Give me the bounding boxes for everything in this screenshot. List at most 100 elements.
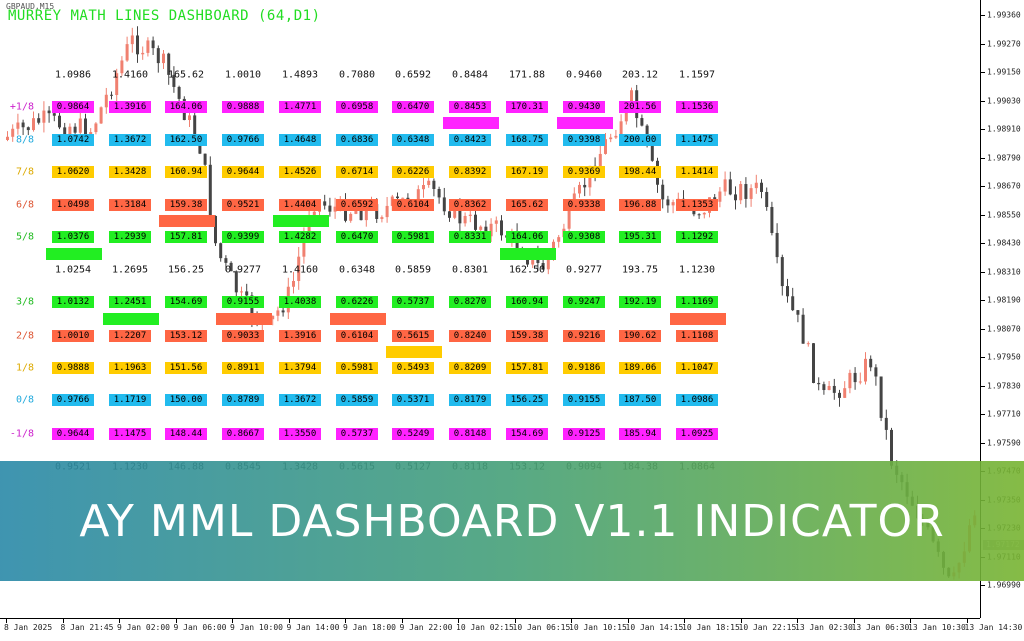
candle-body <box>630 90 633 104</box>
level-cell: 0.9033 <box>222 330 264 342</box>
level-cell: 0.8179 <box>449 394 491 406</box>
level-cell: 0.6104 <box>392 199 434 211</box>
level-cell: 160.94 <box>506 296 548 308</box>
level-cell: 170.31 <box>506 101 548 113</box>
price-label: 1.98430 <box>987 238 1021 248</box>
level-cell: 0.9644 <box>52 428 94 440</box>
level-cell: 1.1475 <box>109 428 151 440</box>
price-position-marker <box>46 248 102 260</box>
candle-body <box>328 205 332 212</box>
level-cell: 1.1475 <box>676 134 718 146</box>
level-cell: 189.06 <box>619 362 661 374</box>
candle-body <box>791 296 795 311</box>
price-label: 1.98790 <box>987 153 1021 162</box>
level-cell: 1.2939 <box>109 231 151 243</box>
candle-body <box>848 372 852 389</box>
candle-body <box>172 74 176 87</box>
price-position-marker <box>443 117 499 129</box>
candle-body <box>770 207 774 233</box>
time-tick <box>119 619 120 623</box>
candle-body <box>396 196 399 199</box>
candle-body <box>245 291 249 296</box>
time-axis[interactable]: 8 Jan 2025 8 Jan 21:45 9 Jan 02:00 9 Jan 06… <box>0 618 1022 641</box>
candle-body <box>47 110 51 114</box>
level-cell: 1.3794 <box>279 362 321 374</box>
level-label: 0/8 <box>15 394 34 406</box>
time-label: 10 Jan 02:15 <box>456 623 514 632</box>
level-cell: 0.5981 <box>392 231 434 243</box>
level-cell: 0.9644 <box>222 166 264 178</box>
level-cell: 0.6714 <box>336 166 378 178</box>
candle-body <box>6 136 9 140</box>
candle-body <box>864 358 867 382</box>
level-cell: 0.9216 <box>563 330 605 342</box>
time-tick <box>740 619 742 623</box>
banner-title: AY MML DASHBOARD V1.1 INDICATOR <box>79 495 945 547</box>
candle-body <box>458 204 462 224</box>
level-cell: 1.0986 <box>676 394 718 406</box>
level-cell: 1.4771 <box>279 101 321 113</box>
level-cell: 0.5737 <box>336 428 378 440</box>
time-tick <box>6 619 7 623</box>
candle-body <box>229 262 233 272</box>
level-cell: 0.9186 <box>563 362 605 374</box>
price-tick <box>981 157 985 159</box>
price-position-marker <box>103 313 159 325</box>
candle-body <box>812 343 815 383</box>
candle-body <box>817 382 821 385</box>
candle-body <box>890 429 893 466</box>
level-cell: 190.62 <box>619 330 661 342</box>
candle-body <box>744 184 748 199</box>
level-cell: 1.0376 <box>52 231 94 243</box>
time-tick <box>401 619 403 623</box>
time-tick <box>514 619 516 623</box>
level-cell: 195.31 <box>619 231 661 243</box>
candle-body <box>427 180 431 185</box>
candle-body <box>276 310 280 316</box>
candle-body <box>162 53 165 64</box>
level-value-top: 165.62 <box>167 69 205 81</box>
level-cell: 0.8392 <box>449 166 491 178</box>
time-label: 13 Jan 10:30 <box>908 623 966 632</box>
candle-body <box>37 118 41 123</box>
level-cell: 0.6836 <box>336 134 378 146</box>
price-label: 1.99030 <box>987 96 1021 105</box>
level-value-mid: 1.1230 <box>678 264 716 276</box>
price-chart[interactable]: GBPAUD,M15 MURREY MATH LINES DASHBOARD (… <box>0 0 980 618</box>
price-label: 1.98910 <box>987 124 1021 134</box>
candle-body <box>598 153 602 174</box>
time-tick <box>175 619 177 623</box>
level-value-mid: 162.50 <box>508 264 546 276</box>
price-label: 1.99360 <box>987 10 1021 20</box>
level-cell: 165.62 <box>506 199 548 211</box>
level-cell: 1.4282 <box>279 231 321 243</box>
level-value-top: 1.4893 <box>281 69 319 81</box>
candle-body <box>437 188 441 198</box>
candle-body <box>234 271 238 293</box>
candle-body <box>281 310 285 313</box>
candle-body <box>734 194 737 201</box>
time-tick <box>62 619 64 623</box>
candle-body <box>614 135 618 138</box>
dashboard-title: MURREY MATH LINES DASHBOARD (64,D1) <box>8 8 321 24</box>
level-cell: 0.9155 <box>563 394 605 406</box>
candle-body <box>463 215 467 224</box>
price-label: 1.97590 <box>987 438 1021 447</box>
candle-body <box>84 118 87 138</box>
candle-body <box>442 197 446 212</box>
price-label: 1.98550 <box>987 210 1021 219</box>
level-cell: 157.81 <box>506 362 548 374</box>
level-value-mid: 0.9277 <box>224 264 262 276</box>
level-cell: 167.19 <box>506 166 548 178</box>
candle-body <box>349 213 353 221</box>
price-tick <box>981 243 985 244</box>
price-tick <box>981 15 985 16</box>
level-cell: 0.8270 <box>449 296 491 308</box>
level-cell: 0.6226 <box>336 296 378 308</box>
candle-body <box>500 220 503 236</box>
candle-body <box>68 126 72 136</box>
price-label: 1.97950 <box>987 352 1021 362</box>
candle-body <box>110 94 113 96</box>
time-tick <box>966 619 968 623</box>
level-cell: 1.3916 <box>279 330 321 342</box>
